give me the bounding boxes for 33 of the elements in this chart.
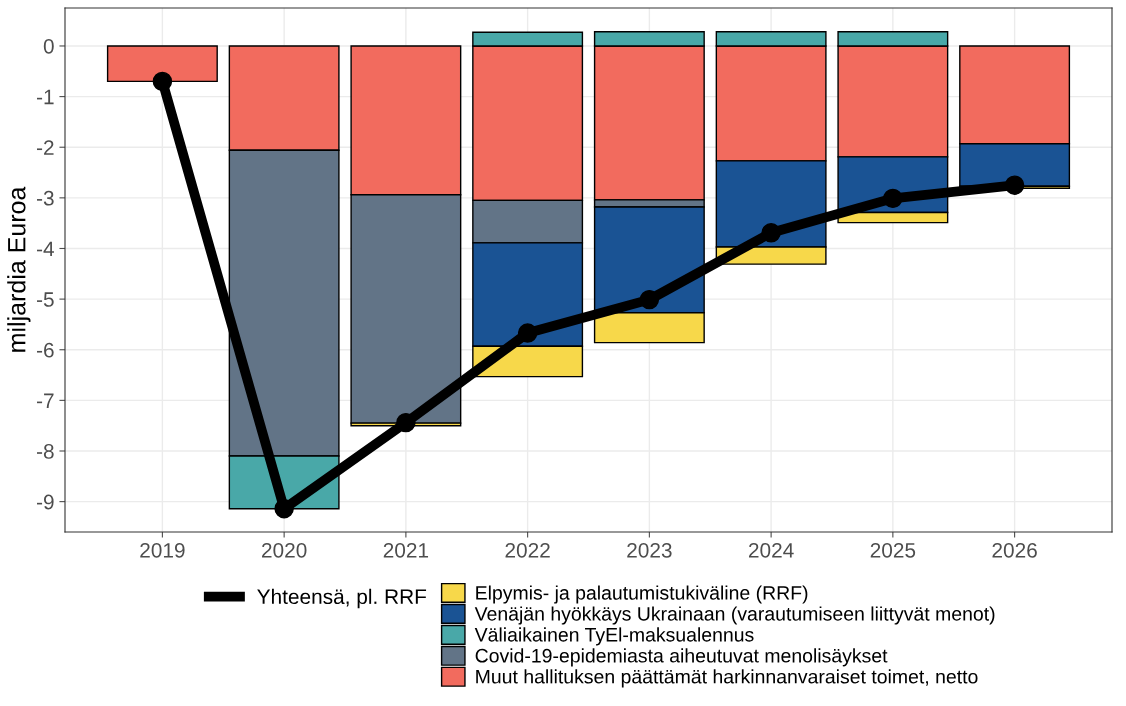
- y-axis-title: miljardia Euroa: [7, 186, 31, 352]
- x-tick-label: 2020: [262, 542, 307, 558]
- x-tick-label: 2026: [992, 542, 1037, 558]
- point: [1004, 175, 1025, 195]
- x-tick-label: 2025: [870, 542, 916, 558]
- point: [152, 71, 173, 92]
- y-tick-label: 0: [43, 38, 54, 54]
- point: [761, 223, 781, 243]
- legend-label: Yhteensä, pl. RRF: [257, 588, 427, 609]
- y-tick-label: -6: [36, 342, 54, 358]
- x-tick-label: 2024: [748, 542, 794, 558]
- x-tick-label: 2022: [505, 542, 550, 558]
- y-tick-label: -2: [36, 140, 54, 155]
- x-tick-label: 2021: [383, 542, 429, 558]
- point: [517, 323, 538, 343]
- x-tick-label: 2019: [140, 542, 185, 558]
- y-tick-label: -3: [36, 190, 54, 206]
- y-tick-label: -4: [36, 241, 54, 257]
- point: [274, 498, 294, 519]
- y-tick-label: -1: [36, 89, 54, 105]
- y-tick-label: -8: [36, 444, 54, 459]
- y-tick-label: -5: [36, 292, 54, 307]
- legend-label: Muut hallituksen päättämät harkinnanvaraiset toimet, netto: [476, 669, 978, 688]
- legend-label: Väliaikainen TyEl-maksualennus: [474, 627, 754, 646]
- x-tick-label: 2023: [627, 542, 672, 558]
- legend-label: Elpymis- ja palautumistukiväline (RRF): [476, 585, 808, 604]
- y-tick-label: -7: [36, 393, 54, 408]
- legend-label: Covid-19-epidemiasta aiheutuvat menolisäykset: [475, 648, 888, 667]
- point: [396, 412, 416, 433]
- point: [883, 188, 903, 209]
- y-tick-label: -9: [36, 494, 54, 510]
- point: [639, 289, 660, 310]
- legend-label: Venäjän hyökkäys Ukrainaan (varautumiseen liittyvät menot): [474, 606, 995, 625]
